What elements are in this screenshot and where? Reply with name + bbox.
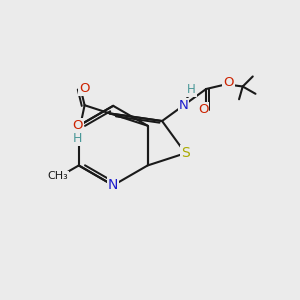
Text: O: O <box>223 76 234 89</box>
Text: O: O <box>198 103 208 116</box>
Text: H: H <box>73 132 82 145</box>
Text: O: O <box>72 119 83 132</box>
Text: CH₃: CH₃ <box>48 172 68 182</box>
Text: S: S <box>181 146 190 160</box>
Text: H: H <box>187 83 196 96</box>
Text: N: N <box>178 99 188 112</box>
Text: O: O <box>79 82 89 95</box>
Text: N: N <box>108 178 119 192</box>
